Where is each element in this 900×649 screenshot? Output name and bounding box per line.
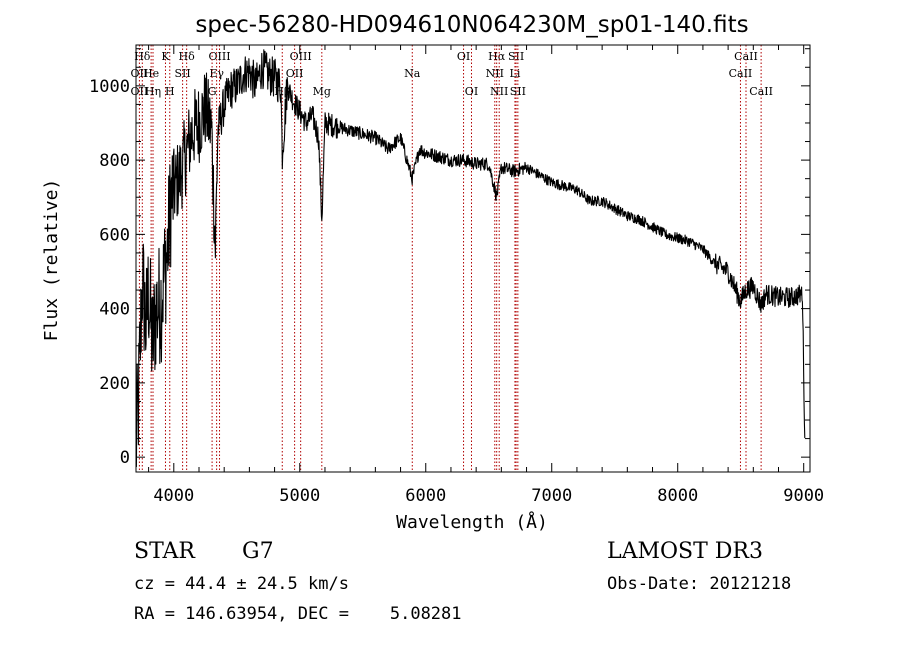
line-marker-label: CaII — [734, 50, 758, 63]
line-marker-label: Hδ — [179, 50, 196, 63]
line-marker-label: Hα — [488, 50, 506, 63]
y-axis: 0 200 400 600 800 1000 — [89, 48, 810, 468]
chart-title: spec-56280-HD094610N064230M_sp01-140.fit… — [195, 12, 748, 38]
obs-date: Obs-Date: 20121218 — [607, 574, 792, 594]
line-marker-label: CaII — [729, 67, 753, 80]
x-axis-label: Wavelength (Å) — [396, 511, 548, 533]
line-marker-label: OIII — [208, 50, 230, 63]
x-tick-label: 9000 — [783, 486, 824, 506]
line-marker-label: OII — [131, 67, 149, 80]
y-tick-label: 400 — [99, 300, 130, 320]
line-marker-label: OII — [131, 85, 149, 98]
line-marker-label: SII — [174, 67, 190, 80]
line-marker-label: CaII — [749, 85, 773, 98]
line-marker-label: H — [165, 85, 175, 98]
object-class: STAR — [134, 539, 195, 564]
spectrum-chart: spec-56280-HD094610N064230M_sp01-140.fit… — [41, 12, 824, 533]
line-marker-label: Hη — [145, 85, 161, 98]
x-tick-label: 7000 — [531, 486, 572, 506]
ra-dec-coords: RA = 146.63954, DEC = 5.08281 — [134, 604, 462, 624]
line-marker-label: OIII — [290, 50, 312, 63]
x-tick-label: 8000 — [657, 486, 698, 506]
line-marker-label: G — [208, 85, 217, 98]
x-tick-label: 6000 — [405, 486, 446, 506]
x-tick-label: 5000 — [279, 486, 320, 506]
y-axis-label: Flux (relative) — [41, 179, 62, 342]
spectrum-line — [135, 49, 806, 468]
line-marker-label: Na — [404, 67, 421, 80]
line-marker-label: OI — [457, 50, 470, 63]
x-tick-label: 4000 — [153, 486, 194, 506]
line-marker-label: K — [161, 50, 170, 63]
plot-frame — [135, 44, 811, 473]
line-marker-label: He — [143, 67, 159, 80]
y-tick-label: 200 — [99, 374, 130, 394]
line-marker-label: Hδ — [134, 50, 151, 63]
line-marker-label: Eγ — [209, 67, 224, 80]
subclass: G7 — [242, 539, 274, 564]
y-tick-label: 0 — [120, 448, 130, 468]
line-marker-label: Mg — [313, 85, 331, 98]
line-marker-label: SII — [508, 50, 524, 63]
redshift-cz: cz = 44.4 ± 24.5 km/s — [134, 574, 349, 594]
y-tick-label: 600 — [99, 225, 130, 245]
line-marker-label: OII — [286, 67, 304, 80]
y-tick-label: 800 — [99, 151, 130, 171]
line-marker-label: NII — [490, 85, 508, 98]
survey-name: LAMOST DR3 — [607, 539, 763, 564]
y-tick-label: 1000 — [89, 77, 130, 97]
x-axis: 4000 5000 6000 7000 8000 9000 — [148, 45, 824, 506]
line-marker-label: NII — [486, 67, 504, 80]
line-marker-label: OI — [465, 85, 478, 98]
line-marker-label: SII — [510, 85, 526, 98]
line-marker-label: Li — [510, 67, 521, 80]
